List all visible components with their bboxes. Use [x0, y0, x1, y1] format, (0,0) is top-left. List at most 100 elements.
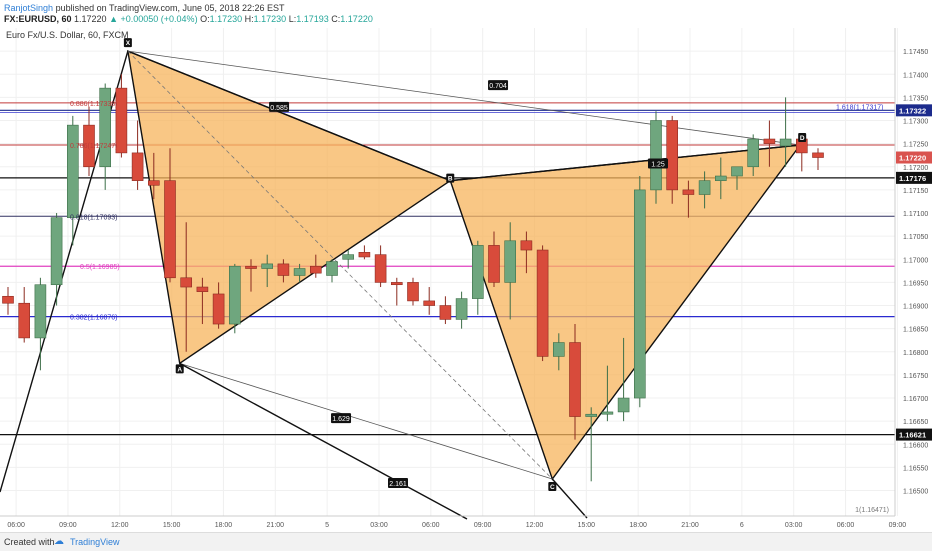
- candle-body: [277, 263, 290, 276]
- chart-header: RanjotSingh published on TradingView.com…: [0, 0, 932, 28]
- x-tick-label: 09:00: [59, 522, 77, 529]
- y-tick-label: 1.16550: [903, 465, 928, 472]
- y-tick-label: 1.16650: [903, 419, 928, 426]
- candle-body: [148, 180, 160, 186]
- candles: [2, 74, 824, 482]
- y-tick-label: 1.17350: [903, 95, 928, 102]
- leg-ac: [179, 362, 553, 480]
- candle-body: [180, 277, 192, 288]
- low-label: L:: [288, 14, 297, 24]
- open-value: 1.17230: [209, 14, 243, 24]
- publish-info: RanjotSingh published on TradingView.com…: [4, 3, 285, 13]
- ratio-tag: 1.629: [332, 416, 350, 423]
- point-label-x: X: [126, 40, 131, 47]
- x-tick-label: 6: [740, 522, 744, 529]
- pattern-labels: 1.618(1.17317) 0.886(1.17338) 0.786(1.1724…: [70, 38, 889, 514]
- candle-body: [309, 265, 322, 274]
- change-value: ▲ +0.00050 (+0.04%): [109, 14, 198, 24]
- level-label: 0.886(1.17338): [70, 101, 117, 108]
- candle-body: [196, 286, 209, 292]
- x-tick-label: 18:00: [629, 522, 647, 529]
- candle-body: [115, 87, 128, 154]
- high-value: 1.17230: [253, 14, 287, 24]
- point-tag-bg: [175, 364, 184, 374]
- candle-body: [520, 240, 533, 251]
- candle-body: [245, 265, 257, 269]
- ratio-tag-bg: [648, 158, 668, 169]
- candle-body: [536, 249, 549, 357]
- ratio-tag-bg: [388, 478, 408, 488]
- x-tick-label: 09:00: [474, 522, 492, 529]
- point-label-c: C: [550, 484, 555, 491]
- x-tick-label: 06:00: [837, 522, 855, 529]
- ratio-tag: 0.585: [270, 105, 288, 112]
- candle-body: [714, 175, 727, 181]
- level-label: 1.618(1.17317): [836, 105, 883, 112]
- candle-body: [666, 120, 679, 191]
- x-tick-label: 03:00: [370, 522, 388, 529]
- candle-body: [552, 342, 565, 357]
- author-link[interactable]: RanjotSingh: [4, 3, 54, 13]
- leg-xd: [127, 50, 801, 146]
- price-tag: 1.17220: [899, 154, 926, 163]
- ratio-tag: 1.25: [651, 161, 665, 168]
- candle-body: [358, 252, 371, 258]
- y-tick-label: 1.17000: [903, 257, 928, 264]
- candle-body: [293, 268, 306, 276]
- close-label: C:: [331, 14, 341, 24]
- point-tag-bg: [446, 173, 455, 183]
- candle-body: [455, 298, 468, 320]
- level-label: 0.786(1.17247): [70, 143, 117, 150]
- tradingview-brand[interactable]: TradingView: [70, 537, 120, 547]
- candle-body: [423, 300, 436, 306]
- candle-body: [407, 282, 419, 302]
- bottom-note: 1(1.16471): [855, 507, 889, 514]
- publish-text: published on TradingView.com, June 05, 2…: [55, 3, 285, 13]
- candle-body: [34, 284, 47, 339]
- candle-body: [779, 138, 792, 147]
- x-tick-label: 21:00: [267, 522, 285, 529]
- ratio-tag-bg: [331, 413, 352, 424]
- x-tick-label: 06:00: [422, 522, 440, 529]
- candle-body: [812, 152, 824, 158]
- x-tick-label: 12:00: [526, 522, 544, 529]
- y-tick-label: 1.17150: [903, 188, 928, 195]
- candle-body: [164, 180, 176, 279]
- level-label: 0.5(1.16985): [80, 264, 120, 271]
- created-with-text: Created with: [4, 537, 55, 547]
- y-tick-label: 1.16800: [903, 350, 928, 357]
- extension-c: [551, 478, 588, 519]
- candle-body: [617, 397, 630, 413]
- time-axis[interactable]: 06:00 09:00 12:00 15:00 18:00 21:00 5 03:00 06:0…: [0, 515, 906, 529]
- candle-body: [698, 180, 711, 195]
- price-chart[interactable]: 1.618(1.17317) 0.886(1.17338) 0.786(1.1724…: [0, 28, 932, 532]
- price-axis[interactable]: 1.16500 1.16550 1.16600 1.16650 1.16700 1.167…: [894, 28, 932, 516]
- candle-body: [601, 411, 614, 415]
- tradingview-cloud-icon: ☁: [54, 536, 64, 547]
- point-label-d: D: [800, 135, 805, 142]
- ratio-tag-bg: [269, 101, 290, 112]
- candle-body: [131, 152, 144, 181]
- y-tick-label: 1.17100: [903, 211, 928, 218]
- point-tag-bg: [798, 133, 807, 143]
- symbol-info: FX:EURUSD, 60 1.17220 ▲ +0.00050 (+0.04%…: [4, 14, 373, 24]
- candle-body: [471, 245, 484, 299]
- price-tag: 1.17176: [899, 174, 926, 183]
- point-tag-bg: [548, 481, 557, 491]
- price-tag-bg: [896, 151, 932, 164]
- level-label: 0.382(1.16876): [70, 315, 117, 322]
- candle-body: [633, 189, 646, 399]
- candle-body: [326, 261, 338, 276]
- extension-a: [179, 362, 468, 520]
- y-tick-label: 1.17050: [903, 234, 928, 241]
- open-label: O:: [200, 14, 210, 24]
- candle-body: [261, 263, 274, 269]
- close-value: 1.17220: [340, 14, 373, 24]
- candle-body: [488, 245, 500, 283]
- x-tick-label: 15:00: [163, 522, 181, 529]
- candle-body: [504, 240, 517, 283]
- point-label-a: A: [177, 366, 182, 373]
- footer: Created with ☁ TradingView: [0, 532, 932, 551]
- leg-bd: [450, 144, 801, 182]
- last-price: 1.17220: [74, 14, 107, 24]
